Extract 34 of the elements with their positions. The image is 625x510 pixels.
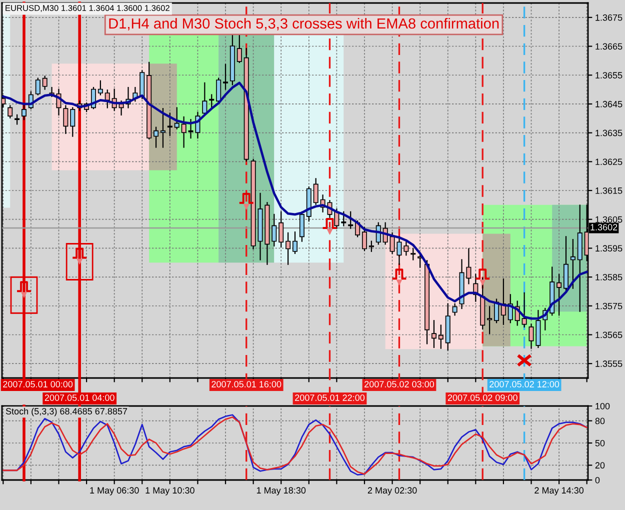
- chart-title: Stoch (5,3,3) 68.4685 67.8857: [6, 408, 128, 416]
- ref-line-label: 2007.05.01 00:00: [3, 381, 73, 388]
- x-tick-label: 1 May 06:30: [90, 487, 139, 496]
- y-tick-label: 1.3565: [596, 332, 622, 338]
- x-tick-label: 2 May 14:30: [534, 487, 584, 496]
- annotation: EURUSD,M30 1.3601 1.3604 1.3600 1.3602: [6, 5, 170, 12]
- ref-line-label: 2007.05.01 22:00: [295, 394, 365, 401]
- x-tick-label: 2 May 02:30: [368, 487, 417, 496]
- x-tick-label: 1 May 18:30: [256, 487, 306, 496]
- y-tick-label: 1.3595: [596, 245, 622, 252]
- text: D1,H4 and M30 Stoch 5,3,3 crosses with EMA8 confirmation: [109, 18, 499, 30]
- ref-line-label: 1.3602: [590, 224, 618, 230]
- y-tick-label: 1.3575: [596, 302, 622, 310]
- y-tick-label: 1.3585: [596, 274, 622, 280]
- y-tick-label: 1.3675: [596, 14, 622, 21]
- y-tick-label: 0: [595, 476, 600, 484]
- y-tick-label: 1.3555: [596, 360, 622, 367]
- y-tick-label: 1.3605: [596, 216, 622, 223]
- ref-line-label: 2007.05.01 04:00: [44, 394, 114, 401]
- x-tick-label: 1 May 10:30: [146, 487, 194, 496]
- y-tick-label: 50: [595, 440, 605, 446]
- y-tick-label: 1.3645: [596, 100, 622, 108]
- y-tick-label: 100: [596, 402, 610, 410]
- ref-line-label: 2007.05.02 03:00: [364, 381, 434, 388]
- y-tick-label: 1.3625: [596, 158, 622, 166]
- y-tick-label: 1.3665: [596, 43, 622, 50]
- ref-line-label: 2007.05.01 16:00: [212, 381, 282, 388]
- ref-line-label: 2007.05.02 09:00: [448, 394, 518, 401]
- y-tick-label: 20: [595, 462, 605, 469]
- ref-line-label: 2007.05.02 12:00: [490, 381, 560, 388]
- y-tick-label: 1.3615: [596, 187, 622, 194]
- y-tick-label: 80: [595, 418, 605, 424]
- y-tick-label: 1.3655: [596, 72, 622, 78]
- y-tick-label: 1.3635: [596, 130, 622, 136]
